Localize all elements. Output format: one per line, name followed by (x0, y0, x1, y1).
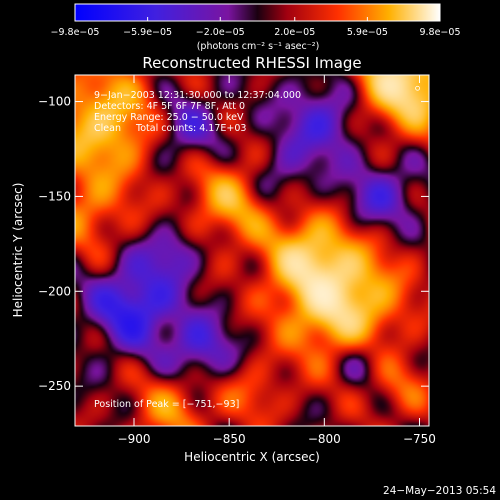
colorbar (74, 3, 441, 22)
annotation-detectors: Detectors: 4F 5F 6F 7F 8F, Att 0 (94, 101, 245, 112)
x-tick-label: −850 (213, 432, 246, 446)
colorbar-tick-label: 2.0e−05 (274, 27, 315, 38)
axes: −900 −850 −800 −750 −100 −150 −200 −250 (38, 75, 436, 446)
x-tick-label: −900 (118, 432, 151, 446)
y-tick-label: −250 (38, 379, 71, 393)
x-tick-label: −750 (403, 432, 436, 446)
colorbar-tick-label: −2.0e−05 (196, 27, 245, 38)
y-tick-label: −200 (38, 284, 71, 298)
timestamp: 24−May−2013 05:54 (383, 485, 496, 497)
x-tick-label: −800 (308, 432, 341, 446)
colorbar-unit-label: (photons cm⁻² s⁻¹ asec⁻²) (197, 41, 320, 52)
x-axis-label: Heliocentric X (arcsec) (184, 450, 320, 464)
annotation-total-counts: Clean Total counts: 4.17E+03 (94, 123, 246, 134)
colorbar-tick-label: 9.8e−05 (419, 27, 460, 38)
y-tick-label: −100 (38, 95, 71, 109)
colorbar-tick-label: −9.8e−05 (51, 27, 100, 38)
peak-marker (415, 85, 420, 91)
colorbar-ticks: −9.8e−05 −5.9e−05 −2.0e−05 2.0e−05 5.9e−05 9.… (51, 17, 461, 38)
y-tick-label: −150 (38, 189, 71, 203)
y-axis-label: Heliocentric Y (arcsec) (11, 183, 25, 318)
plot-frame (74, 74, 430, 427)
chart-title: Reconstructed RHESSI Image (142, 54, 361, 72)
colorbar-tick-label: 5.9e−05 (347, 27, 388, 38)
annotation-time-range: 9−Jan−2003 12:31:30.000 to 12:37:04.000 (94, 90, 301, 101)
heatmap-image (75, 75, 429, 426)
colorbar-tick-label: −5.9e−05 (123, 27, 172, 38)
annotation-peak-position: Position of Peak = [−751,−93] (94, 399, 239, 410)
annotation-block: 9−Jan−2003 12:31:30.000 to 12:37:04.000 … (94, 90, 301, 134)
annotation-energy-range: Energy Range: 25.0 − 50.0 keV (94, 112, 244, 123)
